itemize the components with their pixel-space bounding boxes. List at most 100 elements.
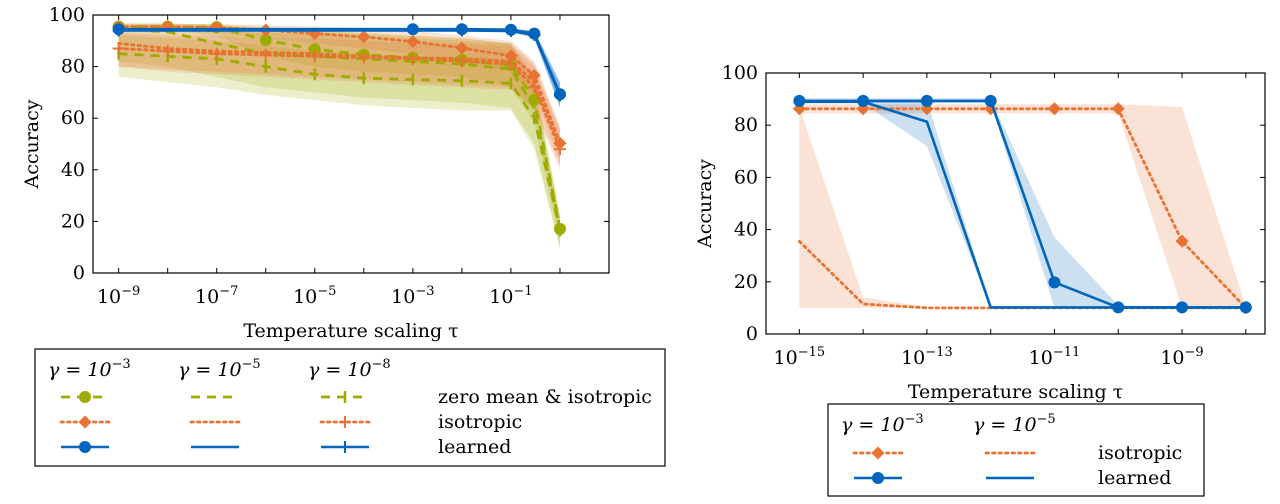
y-tick-label: 80 xyxy=(61,56,85,78)
legend-column-base: γ = 10 xyxy=(841,414,905,436)
x-tick-label-base: 10 xyxy=(391,286,415,308)
x-tick-label-exp: −13 xyxy=(925,345,952,360)
x-tick-label-exp: −11 xyxy=(1053,345,1080,360)
legend-column-exp: −8 xyxy=(372,357,391,372)
data-point xyxy=(504,49,518,63)
data-point xyxy=(1111,102,1125,116)
legend-row-label: isotropic xyxy=(438,411,522,433)
y-tick-label: 40 xyxy=(734,219,758,241)
confidence-band-1 xyxy=(118,24,560,242)
y-tick-label: 100 xyxy=(722,62,758,84)
x-tick-label-base: 10 xyxy=(774,347,798,369)
x-tick-label: 10−3 xyxy=(391,284,434,308)
legend-column-exp: −3 xyxy=(905,412,924,427)
x-tick-label: 10−13 xyxy=(901,345,953,369)
legend-column-header: γ = 10−5 xyxy=(178,357,261,381)
x-tick-label-exp: −15 xyxy=(798,345,825,360)
legend-column-base: γ = 10 xyxy=(973,414,1037,436)
x-tick-label-exp: −1 xyxy=(513,284,532,299)
x-tick-label-base: 10 xyxy=(97,286,121,308)
y-axis-label: Accuracy xyxy=(694,159,716,249)
x-tick-label-base: 10 xyxy=(489,286,513,308)
y-tick-label: 0 xyxy=(73,262,85,284)
x-tick-label-base: 10 xyxy=(1029,347,1053,369)
data-point xyxy=(984,94,997,107)
legend-column-base: γ = 10 xyxy=(178,359,242,381)
data-point xyxy=(1047,102,1061,116)
legend-column-header: γ = 10−8 xyxy=(308,357,391,381)
y-tick-label: 20 xyxy=(734,271,758,293)
x-tick-label: 10−15 xyxy=(774,345,826,369)
y-tick-label: 100 xyxy=(49,4,85,26)
confidence-band-6 xyxy=(118,33,560,170)
legend-column-base: γ = 10 xyxy=(308,359,372,381)
confidence-band-3 xyxy=(799,98,1246,308)
legend-marker xyxy=(79,391,91,403)
x-tick-label: 10−1 xyxy=(489,284,532,308)
data-point xyxy=(259,34,272,47)
series-line-4 xyxy=(117,25,562,145)
confidence-band-3 xyxy=(118,35,560,250)
axes-frame xyxy=(92,14,610,274)
x-tick-label: 10−7 xyxy=(195,284,238,308)
x-tick-label-exp: −5 xyxy=(317,284,336,299)
data-point xyxy=(406,35,420,49)
legend-column-header: γ = 10−3 xyxy=(48,357,131,381)
confidence-band-1 xyxy=(799,104,1246,308)
x-tick-label: 10−9 xyxy=(1160,345,1203,369)
data-point xyxy=(1048,276,1061,289)
legend-marker xyxy=(872,472,884,484)
legend-column-exp: −5 xyxy=(242,357,261,372)
series-line-4 xyxy=(799,100,1246,309)
data-point xyxy=(308,43,321,56)
y-tick-label: 60 xyxy=(61,107,85,129)
y-axis-label: Accuracy xyxy=(21,99,43,189)
data-point xyxy=(357,30,371,44)
series-line-1 xyxy=(797,107,1248,310)
plot-area xyxy=(792,94,1253,315)
x-tick-label-base: 10 xyxy=(901,347,925,369)
data-point xyxy=(1239,301,1252,314)
data-point xyxy=(455,41,469,55)
x-tick-label: 10−5 xyxy=(293,284,336,308)
x-tick-label: 10−11 xyxy=(1029,345,1081,369)
series-line-6 xyxy=(117,47,562,151)
x-tick-label-exp: −7 xyxy=(219,284,238,299)
x-tick-label-base: 10 xyxy=(1160,347,1184,369)
legend-box xyxy=(827,403,1205,497)
legend-row-label: learned xyxy=(1098,467,1171,489)
legend-column-exp: −5 xyxy=(1037,412,1056,427)
legend-column-header: γ = 10−3 xyxy=(841,412,924,436)
confidence-band-2 xyxy=(118,22,560,248)
plot-area xyxy=(112,20,567,250)
y-tick-label: 80 xyxy=(734,114,758,136)
axes-frame xyxy=(765,72,1266,335)
y-tick-label: 0 xyxy=(746,323,758,345)
data-point xyxy=(1175,234,1189,248)
legend-column-exp: −3 xyxy=(112,357,131,372)
confidence-band-2 xyxy=(799,106,1246,308)
x-axis-label: Temperature scaling τ xyxy=(908,381,1123,403)
legend-row-label: zero mean & isotropic xyxy=(438,386,652,408)
x-tick-label-base: 10 xyxy=(293,286,317,308)
legend-row-label: isotropic xyxy=(1098,442,1182,464)
legend-column-header: γ = 10−5 xyxy=(973,412,1056,436)
x-tick-label-exp: −3 xyxy=(415,284,434,299)
legend-column-base: γ = 10 xyxy=(48,359,112,381)
legend-marker xyxy=(78,415,92,429)
x-tick-label-exp: −9 xyxy=(121,284,140,299)
data-point xyxy=(920,94,933,107)
legend-marker xyxy=(79,441,91,453)
x-tick-label-exp: −9 xyxy=(1185,345,1204,360)
legend-marker xyxy=(871,446,885,460)
x-tick-label: 10−9 xyxy=(97,284,140,308)
x-axis-label: Temperature scaling τ xyxy=(243,320,458,342)
y-tick-label: 40 xyxy=(61,159,85,181)
y-tick-label: 60 xyxy=(734,166,758,188)
y-tick-label: 20 xyxy=(61,210,85,232)
